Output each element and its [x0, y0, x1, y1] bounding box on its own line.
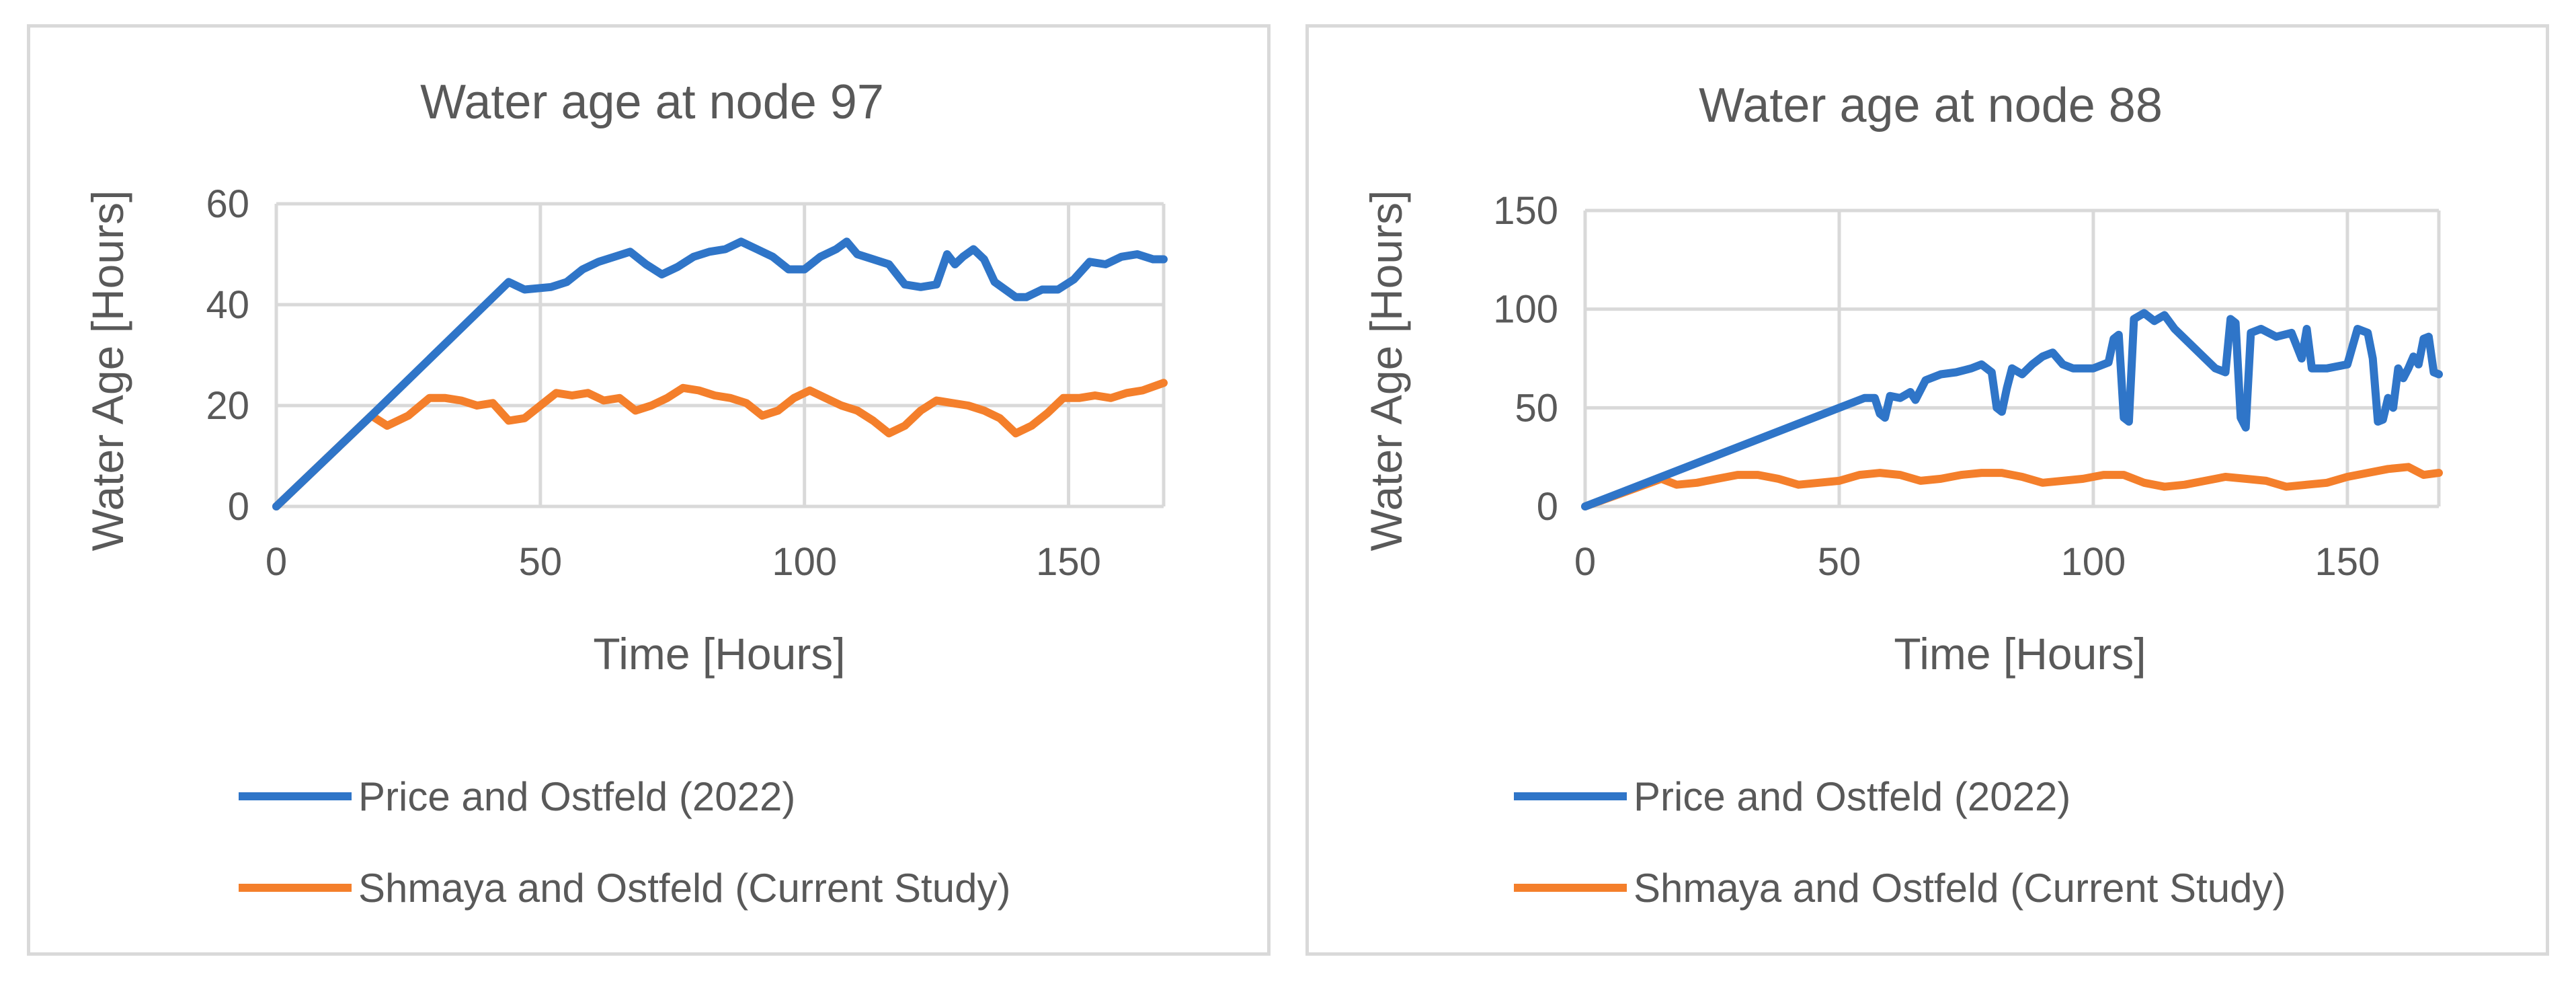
y-tick-label: 100 [1493, 288, 1558, 332]
chart-panel-node-88: 0 50 100 150 0 50 100 150 Water age at node 88 … [1305, 24, 2549, 956]
legend-label-price: Price and Ostfeld (2022) [1634, 774, 2070, 819]
y-tick-label: 0 [228, 485, 249, 529]
y-tick-label: 20 [206, 384, 249, 428]
chart-node-97: 0 20 40 60 0 50 100 150 Water age at node 97 Ti… [83, 75, 1168, 911]
chart-title: Water age at node 97 [420, 75, 884, 129]
x-tick-label: 50 [1818, 540, 1861, 584]
chart-panel-node-97: 0 20 40 60 0 50 100 150 Water age at node 97 Ti… [27, 24, 1271, 956]
x-tick-label: 100 [2061, 540, 2126, 584]
series-lines [272, 237, 1168, 510]
x-tick-label: 100 [772, 540, 837, 584]
y-tick-label: 150 [1493, 189, 1558, 233]
axis-ticks: 0 50 100 150 0 50 100 150 [1493, 189, 2380, 584]
axis-ticks: 0 20 40 60 0 50 100 150 [206, 182, 1100, 584]
y-tick-label: 40 [206, 283, 249, 327]
y-axis-title: Water Age [Hours] [83, 190, 132, 552]
chart-title: Water age at node 88 [1699, 79, 2163, 132]
y-tick-label: 50 [1515, 386, 1558, 430]
legend: Price and Ostfeld (2022) Shmaya and Ostf… [239, 774, 1010, 911]
legend-label-shmaya: Shmaya and Ostfeld (Current Study) [1634, 866, 2286, 911]
legend: Price and Ostfeld (2022) Shmaya and Ostf… [1514, 774, 2286, 911]
x-tick-label: 0 [266, 540, 287, 584]
series-line-shmaya [1581, 463, 2443, 510]
legend-label-price: Price and Ostfeld (2022) [358, 774, 795, 819]
series-line-price [1581, 309, 2443, 510]
x-tick-label: 50 [519, 540, 563, 584]
x-axis-title: Time [Hours] [1894, 629, 2146, 679]
x-tick-label: 150 [1036, 540, 1101, 584]
x-tick-label: 150 [2315, 540, 2380, 584]
series-line-shmaya [272, 379, 1168, 510]
y-tick-label: 0 [1537, 485, 1558, 529]
x-tick-label: 0 [1574, 540, 1596, 584]
x-axis-title: Time [Hours] [593, 629, 845, 679]
series-lines [1581, 309, 2443, 510]
y-tick-label: 60 [206, 182, 249, 226]
gridlines [1583, 208, 2441, 508]
series-line-price [272, 237, 1168, 510]
legend-label-shmaya: Shmaya and Ostfeld (Current Study) [358, 866, 1010, 911]
y-axis-title: Water Age [Hours] [1361, 190, 1411, 552]
